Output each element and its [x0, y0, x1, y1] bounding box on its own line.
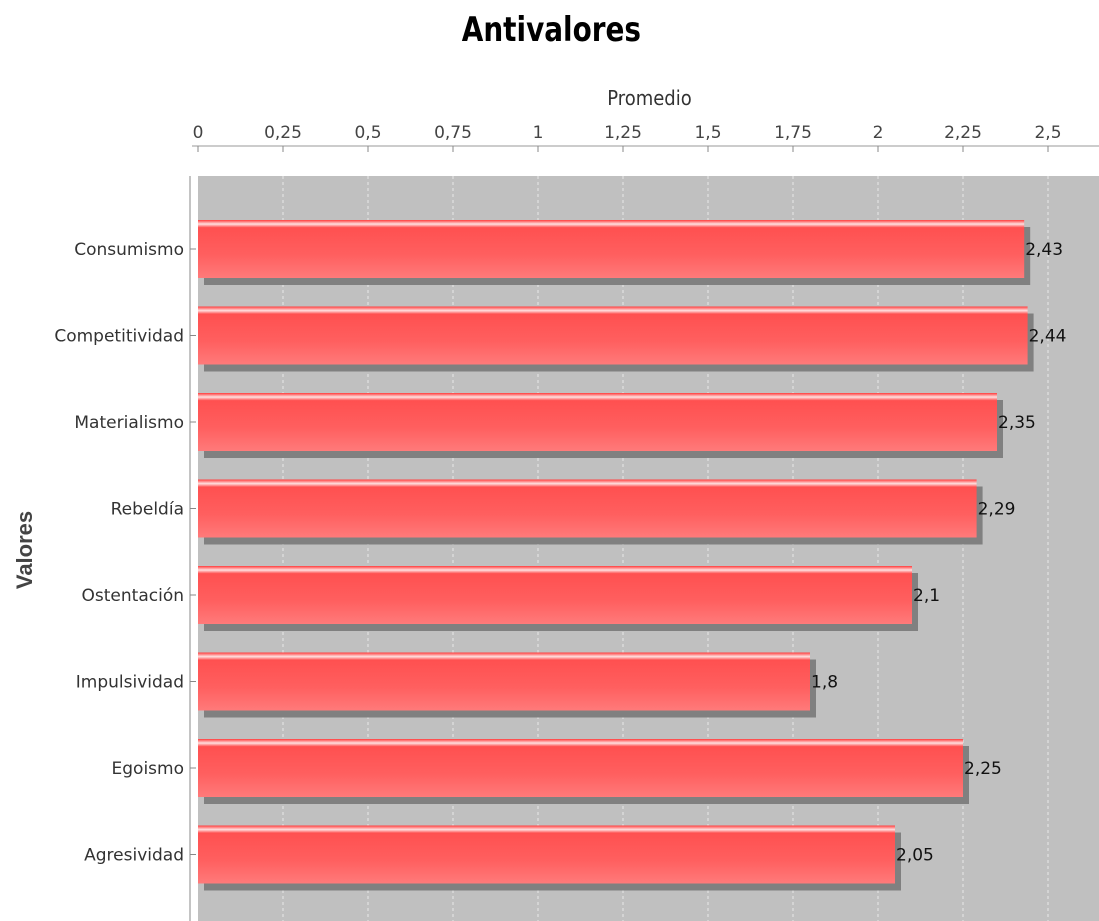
category-label: Consumismo — [74, 240, 184, 260]
plot-background — [198, 176, 1099, 921]
category-label: Impulsividad — [76, 673, 184, 693]
value-label: 2,25 — [964, 759, 1002, 779]
x-tick-label: 1 — [533, 123, 544, 143]
x-tick-label: 1,5 — [694, 123, 721, 143]
x-tick-label: 2,25 — [944, 123, 982, 143]
bar — [198, 566, 912, 624]
x-tick-label: 2 — [873, 123, 884, 143]
x-tick-label: 1,75 — [774, 123, 812, 143]
value-label: 2,1 — [913, 586, 940, 606]
value-label: 2,05 — [896, 846, 934, 866]
x-tick-label: 1,25 — [604, 123, 642, 143]
bar — [198, 479, 977, 538]
category-label: Materialismo — [74, 413, 184, 433]
bar — [198, 825, 895, 884]
x-tick-label: 0,25 — [264, 123, 302, 143]
bar — [198, 739, 963, 797]
value-label: 2,44 — [1029, 327, 1067, 347]
category-label: Agresividad — [84, 846, 184, 866]
value-label: 1,8 — [811, 673, 838, 693]
x-tick-label: 0,75 — [434, 123, 472, 143]
chart-title: Antivalores — [461, 10, 642, 50]
x-tick-label: 0 — [193, 123, 204, 143]
category-label: Ostentación — [82, 586, 184, 606]
x-axis-title: Promedio — [607, 86, 692, 110]
value-label: 2,29 — [978, 500, 1016, 520]
value-label: 2,35 — [998, 413, 1036, 433]
x-tick-label: 0,5 — [354, 123, 381, 143]
category-label: Rebeldía — [111, 500, 184, 520]
bar — [198, 306, 1028, 365]
value-label: 2,43 — [1025, 240, 1063, 260]
bar — [198, 393, 997, 451]
bar — [198, 652, 810, 711]
x-tick-label: 2,5 — [1034, 123, 1061, 143]
category-label: Competitividad — [54, 327, 184, 347]
bar — [198, 220, 1025, 278]
category-label: Egoismo — [112, 759, 184, 779]
